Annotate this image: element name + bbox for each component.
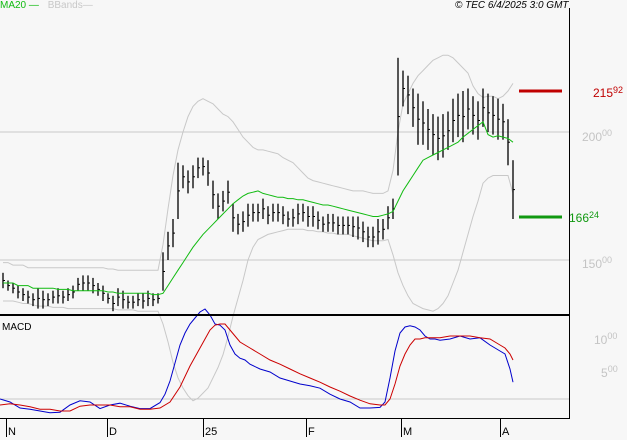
macd-signal-line [0, 323, 514, 412]
support-value-label: 16624 [569, 210, 600, 225]
macd-line [0, 308, 514, 414]
macd-panel-title: MACD [2, 322, 32, 333]
x-axis-label: D [109, 426, 117, 438]
bollinger-upper-band [3, 54, 514, 271]
copyright-timestamp: © TEC 6/4/2025 3:0 GMT [455, 0, 569, 11]
legend-ma20[interactable]: MA20 — [0, 0, 39, 11]
macd-axis-label-10: 1000 [594, 331, 618, 347]
x-axis-label: F [308, 426, 315, 438]
price-bars [2, 57, 515, 312]
macd-axis-label-5: 500 [601, 364, 618, 380]
price-axis-label-150: 15000 [582, 255, 613, 271]
price-axis-label-200: 20000 [582, 128, 613, 144]
x-axis-label: 25 [205, 426, 218, 438]
chart-legend: MA20 — BBands— [0, 0, 93, 12]
resistance-value-label: 21592 [593, 85, 624, 100]
legend-bbands[interactable]: BBands— [47, 0, 93, 11]
x-axis-label: N [8, 426, 16, 438]
x-axis-label: M [403, 426, 413, 438]
x-axis-label: A [502, 426, 510, 438]
bollinger-lower-band [3, 175, 514, 402]
ma20-line [3, 121, 514, 296]
x-axis-ticks [6, 419, 501, 437]
